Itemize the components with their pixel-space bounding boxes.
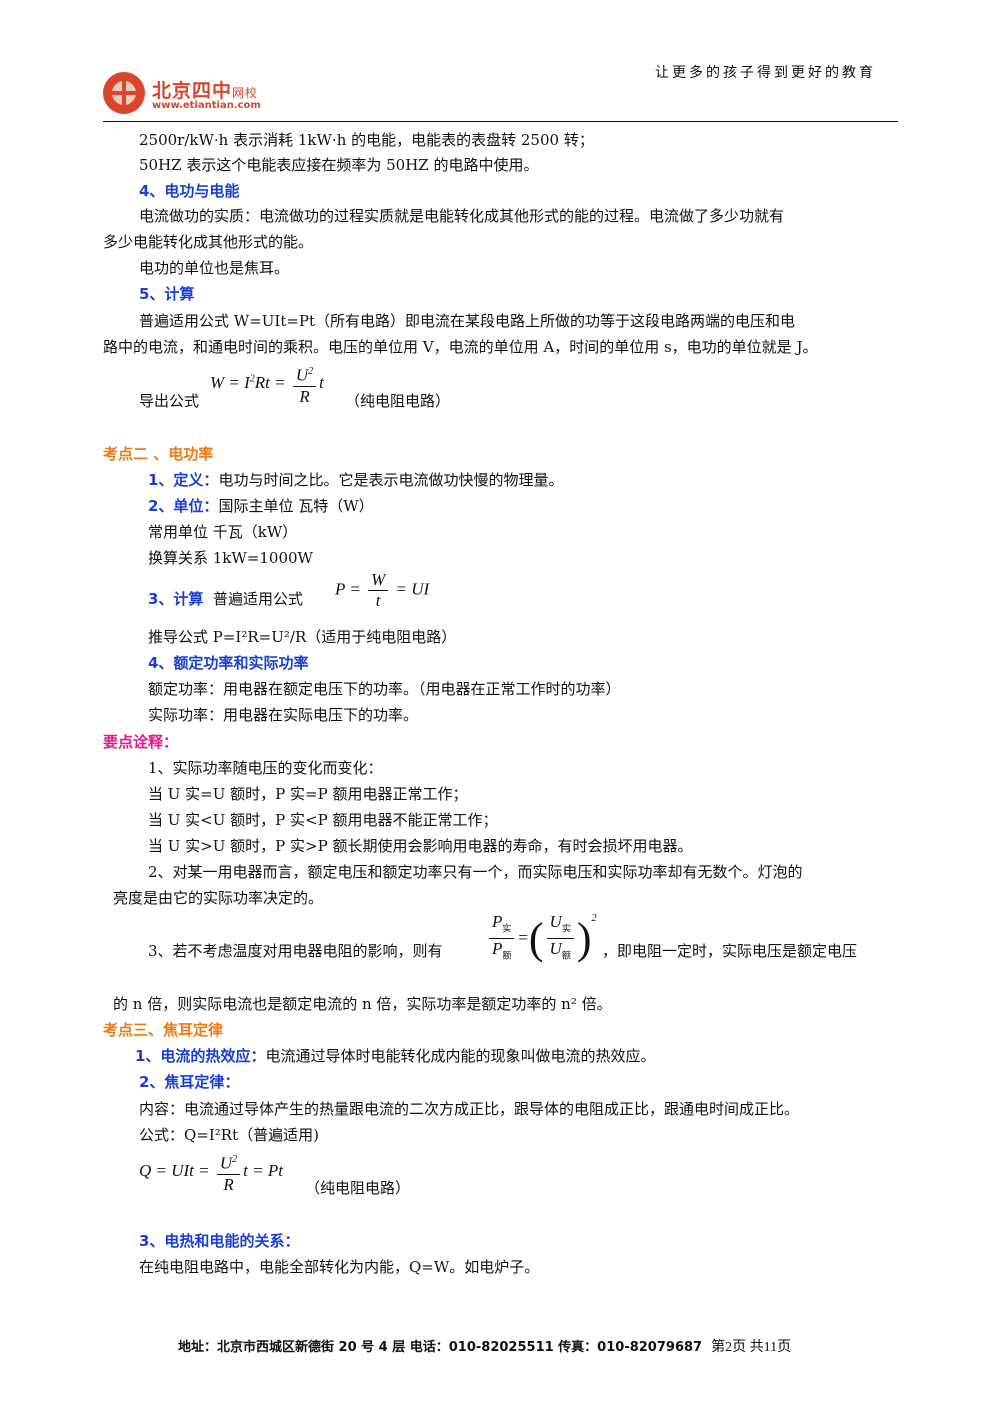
school-logo-icon bbox=[103, 72, 145, 114]
section-heading: 2、焦耳定律： bbox=[139, 1073, 240, 1091]
text-line: 在纯电阻电路中，电能全部转化为内能，Q=W。如电炉子。 bbox=[139, 1258, 540, 1276]
text-line: 多少电能转化成其他形式的能。 bbox=[103, 233, 314, 251]
text-line: 2500r/kW·h 表示消耗 1kW·h 的电能，电能表的表盘转 2500 转… bbox=[139, 131, 594, 149]
header-slogan: 让更多的孩子得到更好的教育 bbox=[655, 65, 876, 81]
header-rule bbox=[103, 121, 898, 122]
text-line: 推导公式 P=I²R=U²/R（适用于纯电阻电路） bbox=[148, 628, 457, 646]
text-line: 当 U 实>U 额时，P 实>P 额长期使用会影响用电器的寿命，有时会损坏用电器… bbox=[148, 837, 693, 855]
text-line: 电流做功的实质：电流做功的过程实质就是电能转化成其他形式的能的过程。电流做了多少… bbox=[139, 207, 785, 225]
formula-ratio: P实 P额 =(U实 U额)2 bbox=[486, 912, 597, 966]
logo-name: 北京四中网校 bbox=[152, 80, 259, 102]
text-line: 电功的单位也是焦耳。 bbox=[139, 259, 290, 277]
section-heading: 4、额定功率和实际功率 bbox=[148, 654, 309, 672]
footer: 地址：北京市西城区新德街 20 号 4 层 电话：010-82025511 传真… bbox=[178, 1336, 791, 1356]
logo-url: www.etiantian.com bbox=[152, 100, 261, 111]
text-line: 公式：Q=I²Rt（普遍适用) bbox=[139, 1126, 319, 1144]
text-line: 3、计算 普遍适用公式 bbox=[148, 590, 303, 608]
text-line: 2、对某一用电器而言，额定电压和额定功率只有一个，而实际电压和实际功率却有无数个… bbox=[148, 863, 803, 881]
text-line: 额定功率：用电器在额定电压下的功率。（用电器在正常工作时的功率） bbox=[148, 680, 621, 698]
text-line: 换算关系 1kW=1000W bbox=[148, 549, 313, 567]
text-line: 的 n 倍，则实际电流也是额定电流的 n 倍，实际功率是额定功率的 n² 倍。 bbox=[113, 995, 612, 1013]
section-title: 考点三、焦耳定律 bbox=[103, 1021, 224, 1039]
text-line: 亮度是由它的实际功率决定的。 bbox=[113, 889, 324, 907]
text-line: 50HZ 表示这个电能表应接在频率为 50HZ 的电路中使用。 bbox=[139, 156, 539, 174]
text-line: 当 U 实=U 额时，P 实=P 额用电器正常工作； bbox=[148, 785, 468, 803]
text-line: 导出公式 bbox=[139, 392, 200, 410]
text-line: 普遍适用公式 W=UIt=Pt（所有电路）即电流在某段电路上所做的功等于这段电路… bbox=[139, 312, 796, 330]
text-line: 1、电流的热效应：电流通过导体时电能转化成内能的现象叫做电流的热效应。 bbox=[135, 1047, 656, 1065]
text-line: 1、定义：电功与时间之比。它是表示电流做功快慢的物理量。 bbox=[148, 471, 564, 489]
section-heading: 3、电热和电能的关系： bbox=[139, 1232, 300, 1250]
text-line: 常用单位 千瓦（kW） bbox=[148, 523, 298, 541]
text-line: 内容：电流通过导体产生的热量跟电流的二次方成正比，跟导体的电阻成正比，跟通电时间… bbox=[139, 1100, 800, 1118]
text-line: ，即电阻一定时，实际电压是额定电压 bbox=[602, 942, 858, 960]
text-line: 1、实际功率随电压的变化而变化： bbox=[148, 759, 383, 777]
section-heading: 5、计算 bbox=[139, 285, 195, 303]
text-line: 路中的电流，和通电时间的乘积。电压的单位用 V，电流的单位用 A，时间的单位用 … bbox=[103, 338, 818, 356]
text-line: 2、单位：国际主单位 瓦特（W） bbox=[148, 497, 374, 515]
text-line: 当 U 实<U 额时，P 实<P 额用电器不能正常工作； bbox=[148, 811, 498, 829]
text-line: （纯电阻电路） bbox=[345, 392, 451, 410]
section-heading: 4、电功与电能 bbox=[139, 182, 240, 200]
notes-title: 要点诠释： bbox=[103, 733, 179, 751]
page-number: 第2页 共11页 bbox=[711, 1340, 792, 1355]
text-line: 3、若不考虑温度对用电器电阻的影响，则有 bbox=[148, 942, 443, 960]
footer-address: 地址：北京市西城区新德街 20 号 4 层 电话：010-82025511 传真… bbox=[178, 1340, 703, 1355]
text-line: （纯电阻电路） bbox=[305, 1179, 411, 1197]
text-line: 实际功率：用电器在实际电压下的功率。 bbox=[148, 706, 419, 724]
section-title: 考点二 、电功率 bbox=[103, 445, 214, 463]
